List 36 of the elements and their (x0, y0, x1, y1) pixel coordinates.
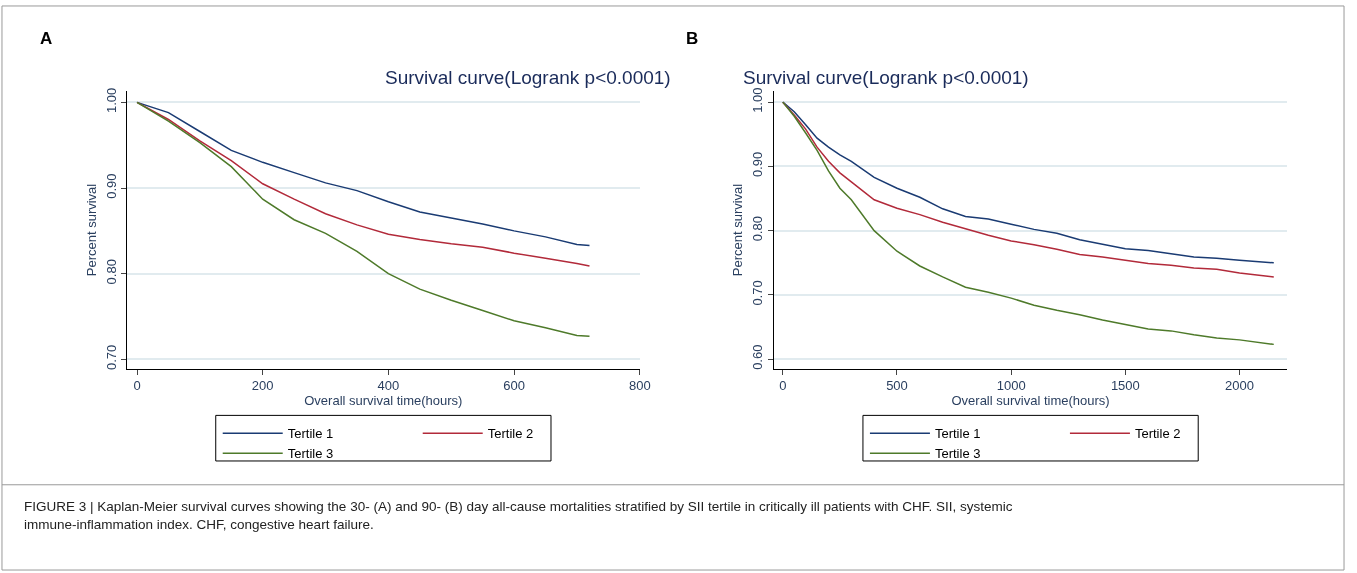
x-tick-label: 0 (779, 378, 787, 394)
y-tick-label: 0.90 (103, 173, 119, 199)
y-tick-label: 0.60 (750, 344, 766, 370)
x-tick-label: 500 (886, 378, 908, 394)
y-axis-title: Percent survival (83, 183, 99, 277)
x-tick-label: 800 (628, 378, 651, 394)
line-series (136, 101, 591, 337)
y-tick-label: 1.00 (750, 87, 766, 113)
y-tick-label: 1.00 (103, 87, 119, 114)
line-series (782, 101, 1275, 346)
x-axis-title: Overall survival time(hours) (304, 393, 463, 409)
x-tick-label: 1500 (1110, 378, 1140, 394)
x-tick-label: 1000 (996, 378, 1026, 394)
legend-label: Tertile 2 (487, 426, 534, 442)
x-tick-label: 600 (503, 378, 525, 394)
legend-label: Tertile 1 (287, 426, 334, 442)
y-tick-label: 0.80 (103, 259, 119, 285)
legend-label: Tertile 3 (287, 446, 334, 462)
x-axis-title: Overall survival time(hours) (951, 393, 1110, 409)
legend-label: Tertile 3 (934, 446, 981, 462)
legend-label: Tertile 2 (1134, 426, 1181, 442)
x-tick-label: 400 (377, 378, 400, 394)
y-tick-label: 0.80 (750, 216, 766, 242)
y-tick-label: 0.70 (750, 280, 766, 306)
x-tick-label: 0 (133, 378, 141, 394)
x-tick-label: 200 (251, 378, 274, 394)
x-tick-label: 2000 (1225, 378, 1254, 394)
chart-title: Survival curve(Logrank p<0.0001) (743, 67, 1029, 88)
y-tick-label: 0.90 (750, 151, 766, 178)
y-axis-title: Percent survival (730, 183, 746, 277)
chart-title: Survival curve(Logrank p<0.0001) (385, 67, 671, 88)
caption: FIGURE 3 | Kaplan-Meier survival curves showing the 30- (A) and 90- (B) day all-cause mortalities stratified by SII tertile in critically ill patients with CHF. SII, systemic immune-inflammation index. CHF, congestive heart failure. (24, 499, 1013, 532)
text: B (686, 29, 699, 48)
text: A (40, 29, 53, 48)
legend-label: Tertile 1 (934, 426, 981, 442)
y-tick-label: 0.70 (103, 344, 119, 371)
